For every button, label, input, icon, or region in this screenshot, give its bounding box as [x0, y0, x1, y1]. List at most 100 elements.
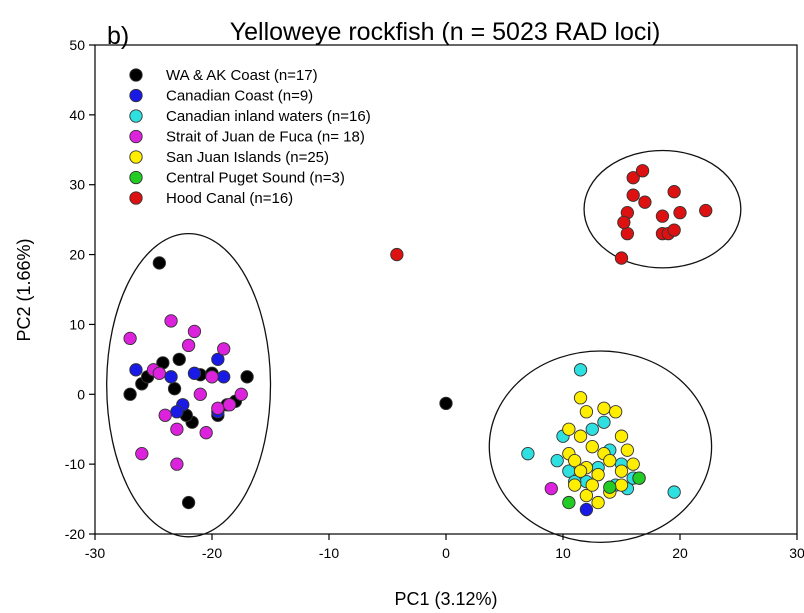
data-point — [187, 324, 202, 339]
data-point — [638, 195, 652, 209]
data-point — [217, 370, 231, 384]
data-point — [667, 485, 681, 499]
data-point — [573, 464, 588, 478]
y-tick-label: 50 — [69, 37, 85, 53]
data-point — [609, 405, 623, 419]
data-point — [568, 478, 582, 492]
x-tick-label: 20 — [672, 545, 688, 561]
y-tick-label: 30 — [69, 177, 85, 193]
data-point — [579, 502, 594, 517]
data-point — [667, 223, 681, 237]
data-point — [673, 206, 687, 220]
data-point — [655, 209, 670, 223]
data-point — [603, 480, 617, 494]
data-point — [164, 370, 178, 384]
x-tick-label: -30 — [85, 545, 105, 561]
legend-marker — [129, 129, 143, 144]
data-point — [614, 429, 629, 443]
data-point — [439, 396, 453, 411]
y-tick-label: 20 — [69, 247, 85, 263]
data-point — [170, 422, 184, 436]
data-point — [222, 398, 237, 412]
data-point — [211, 401, 225, 415]
legend-entry-label: Strait of Juan de Fuca (n= 18) — [166, 129, 365, 146]
cluster-ellipse — [106, 232, 272, 538]
data-point — [544, 481, 558, 496]
cluster-ellipse — [583, 149, 742, 269]
data-point — [152, 256, 167, 270]
data-point — [579, 405, 594, 419]
data-point — [193, 387, 207, 401]
x-tick-label: -20 — [202, 545, 222, 561]
data-point — [199, 426, 213, 440]
data-point — [240, 370, 254, 384]
data-point — [205, 370, 219, 384]
data-point — [579, 488, 594, 503]
data-point — [123, 331, 137, 346]
data-point — [152, 366, 167, 380]
data-point — [573, 391, 588, 405]
data-point — [562, 495, 576, 510]
data-point — [167, 382, 182, 396]
data-point — [597, 415, 611, 429]
legend-entry-label: Canadian Coast (n=9) — [166, 88, 313, 105]
y-tick-label: -20 — [65, 526, 85, 542]
panel-label: b) — [107, 22, 129, 50]
cluster-ellipse — [488, 350, 713, 544]
x-tick-label: 0 — [442, 545, 450, 561]
chart-title: Yelloweye rockfish (n = 5023 RAD loci) — [230, 18, 661, 46]
data-point — [597, 401, 611, 415]
data-point — [585, 440, 599, 454]
data-point — [635, 164, 650, 178]
data-point — [158, 408, 172, 422]
data-point — [568, 453, 582, 468]
data-point — [699, 203, 713, 218]
data-point — [573, 363, 588, 377]
legend-entry-label: Hood Canal (n=16) — [166, 190, 293, 207]
data-point — [550, 453, 564, 468]
y-tick-label: -10 — [65, 456, 85, 472]
y-axis-label: PC2 (1.66%) — [14, 238, 34, 341]
data-point — [614, 478, 629, 492]
legend: WA & AK Coast (n=17) Canadian Coast (n=9)… — [129, 67, 371, 207]
x-tick-label: 10 — [555, 545, 571, 561]
data-point — [521, 447, 535, 461]
data-point — [170, 457, 184, 471]
data-point — [632, 471, 646, 485]
data-point — [614, 464, 629, 478]
data-point — [614, 251, 629, 265]
legend-marker — [129, 170, 143, 185]
y-tick-label: 10 — [69, 316, 85, 332]
legend-entry-label: Central Puget Sound (n=3) — [166, 170, 345, 187]
data-point — [620, 226, 634, 241]
x-axis-label: PC1 (3.12%) — [394, 589, 497, 609]
data-point — [211, 352, 225, 367]
cluster-ellipses — [106, 149, 742, 544]
legend-entry-label: Canadian inland waters (n=16) — [166, 108, 371, 125]
y-tick-label: 0 — [77, 386, 85, 402]
legend-marker — [129, 68, 143, 82]
data-point — [573, 429, 588, 443]
data-point — [626, 171, 640, 185]
y-tick-label: 40 — [69, 107, 85, 123]
legend-entry-label: WA & AK Coast (n=17) — [166, 67, 318, 84]
data-points — [123, 164, 713, 517]
data-point — [172, 352, 186, 367]
legend-marker — [129, 191, 143, 205]
data-point — [390, 247, 404, 262]
legend-marker — [129, 150, 143, 164]
data-point — [164, 314, 178, 328]
data-point — [585, 422, 599, 436]
data-point — [667, 185, 681, 199]
x-tick-label: -10 — [319, 545, 339, 561]
legend-entry-label: San Juan Islands (n=25) — [166, 149, 329, 166]
data-point — [603, 453, 617, 468]
data-point — [135, 447, 149, 461]
data-point — [187, 366, 202, 380]
data-point — [626, 457, 640, 471]
data-point — [129, 363, 143, 377]
data-point — [620, 443, 634, 457]
legend-marker — [129, 88, 143, 103]
data-point — [626, 188, 640, 202]
